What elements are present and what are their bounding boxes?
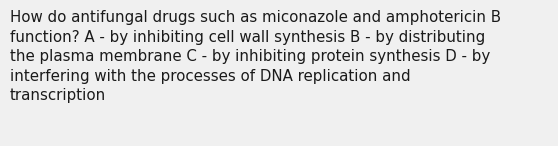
Text: How do antifungal drugs such as miconazole and amphotericin B
function? A - by i: How do antifungal drugs such as miconazo… <box>10 10 501 104</box>
